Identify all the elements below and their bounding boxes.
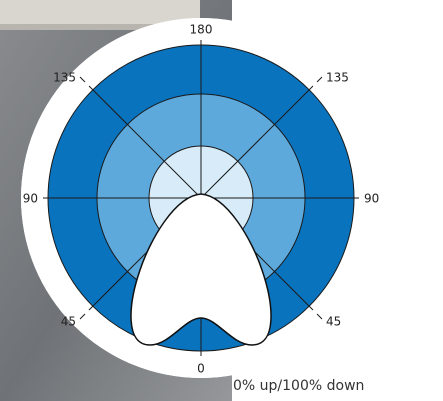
angle-label: 135 [53,71,76,85]
angle-label: 180 [190,23,213,37]
angle-label: 135 [326,71,349,85]
light-distribution [130,193,272,346]
angle-label: 45 [61,315,76,329]
angle-label: 45 [326,315,341,329]
angle-label: 90 [23,192,38,206]
angle-label: 0 [197,362,205,376]
caption: 0% up/100% down [233,378,364,394]
angle-label: 90 [364,192,379,206]
